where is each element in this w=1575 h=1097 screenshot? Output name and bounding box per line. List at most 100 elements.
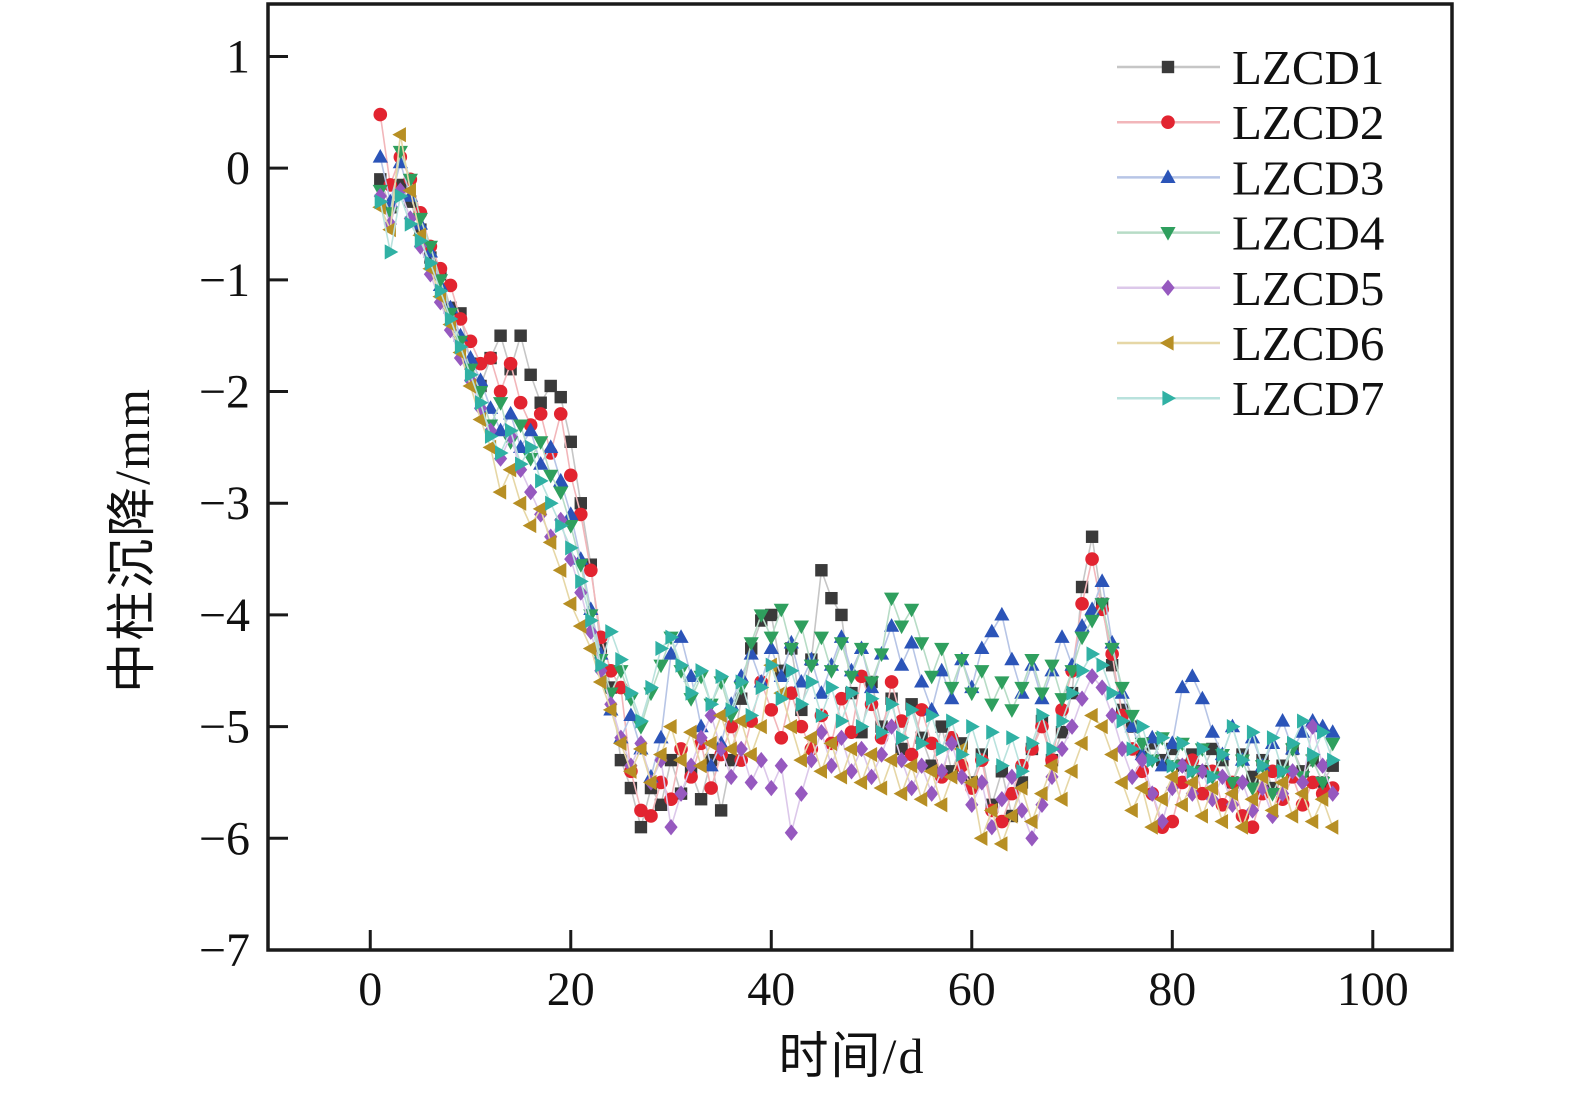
data-point-LZCD5 (945, 735, 959, 752)
x-tick-label: 100 (1337, 963, 1409, 1016)
data-point-LZCD6 (532, 501, 547, 517)
data-point-LZCD5 (744, 774, 758, 791)
data-point-LZCD6 (1124, 802, 1138, 818)
data-point-LZCD6 (552, 562, 567, 578)
data-point-LZCD3 (523, 422, 539, 437)
data-point-LZCD6 (1114, 774, 1128, 791)
data-point-LZCD5 (564, 550, 578, 568)
data-point-LZCD2 (995, 814, 1009, 829)
data-point-LZCD6 (1164, 769, 1178, 785)
data-point-LZCD7 (404, 216, 419, 232)
data-point-LZCD7 (1156, 730, 1171, 746)
data-point-LZCD4 (472, 385, 489, 400)
data-point-LZCD7 (755, 679, 770, 696)
data-point-LZCD1 (634, 820, 648, 834)
data-point-LZCD6 (482, 439, 497, 456)
data-point-LZCD7 (815, 707, 830, 724)
data-point-LZCD7 (374, 194, 389, 210)
data-point-LZCD2 (724, 719, 738, 734)
data-point-LZCD3 (793, 673, 809, 688)
x-axis-title: 时间/d (778, 1028, 926, 1084)
data-point-LZCD3 (1094, 573, 1110, 588)
data-point-LZCD2 (794, 719, 809, 734)
data-point-LZCD2 (483, 351, 498, 365)
data-point-LZCD6 (663, 719, 677, 735)
data-point-LZCD6 (1003, 808, 1018, 824)
data-point-LZCD7 (655, 640, 669, 657)
data-point-LZCD3 (1204, 724, 1220, 738)
data-point-LZCD4 (833, 637, 850, 651)
data-point-LZCD6 (1033, 786, 1048, 802)
data-point-LZCD5 (905, 779, 919, 797)
data-point-LZCD7 (745, 707, 760, 724)
data-point-LZCD3 (984, 623, 1000, 638)
data-point-LZCD5 (824, 757, 839, 774)
data-point-LZCD4 (573, 559, 589, 573)
data-point-LZCD6 (843, 741, 858, 757)
data-point-LZCD6 (683, 724, 697, 740)
data-point-LZCD7 (695, 663, 710, 679)
data-point-LZCD7 (665, 629, 680, 645)
data-point-LZCD6 (592, 674, 607, 690)
data-point-LZCD5 (1135, 751, 1149, 769)
data-point-LZCD5 (1285, 763, 1300, 780)
y-tick-label: −2 (199, 366, 250, 419)
data-point-LZCD3 (1164, 735, 1180, 749)
data-point-LZCD2 (1305, 775, 1320, 790)
data-point-LZCD4 (1024, 654, 1040, 668)
data-point-LZCD6 (723, 741, 737, 757)
data-point-LZCD1 (614, 753, 628, 767)
data-point-LZCD5 (664, 818, 678, 836)
data-point-LZCD7 (1216, 746, 1231, 763)
data-point-LZCD5 (794, 785, 808, 802)
data-point-LZCD2 (1165, 814, 1180, 829)
data-point-LZCD5 (975, 774, 989, 791)
data-point-LZCD7 (1266, 730, 1281, 746)
data-point-LZCD1 (714, 804, 728, 817)
data-point-LZCD7 (444, 311, 459, 327)
data-point-LZCD2 (884, 675, 899, 689)
data-point-LZCD4 (1064, 665, 1080, 679)
data-point-LZCD6 (703, 735, 717, 751)
legend-marker-LZCD3 (1160, 169, 1176, 183)
data-point-LZCD7 (926, 707, 940, 724)
data-point-LZCD7 (725, 702, 740, 718)
data-point-LZCD4 (533, 436, 549, 450)
data-point-LZCD6 (783, 719, 797, 735)
data-point-LZCD7 (525, 439, 539, 456)
data-point-LZCD7 (1116, 713, 1131, 729)
data-point-LZCD7 (996, 758, 1010, 774)
data-point-LZCD6 (502, 462, 517, 478)
data-point-LZCD6 (1304, 813, 1319, 830)
data-point-LZCD6 (562, 596, 577, 612)
data-point-LZCD5 (433, 294, 448, 311)
data-point-LZCD2 (914, 703, 929, 717)
data-point-LZCD7 (845, 685, 860, 701)
legend-marker-LZCD4 (1160, 227, 1176, 241)
data-point-LZCD4 (392, 145, 408, 160)
data-point-LZCD7 (785, 663, 800, 679)
data-point-LZCD4 (783, 642, 799, 657)
data-point-LZCD6 (823, 735, 838, 751)
data-point-LZCD4 (553, 486, 569, 501)
x-tick-label: 60 (948, 963, 996, 1016)
data-point-LZCD6 (612, 735, 627, 751)
data-point-LZCD6 (903, 758, 918, 774)
data-point-LZCD4 (563, 519, 579, 534)
data-point-LZCD6 (582, 640, 597, 657)
data-point-LZCD5 (1025, 830, 1039, 847)
data-point-LZCD1 (724, 753, 738, 767)
data-point-LZCD7 (1256, 758, 1271, 774)
data-point-LZCD3 (914, 673, 930, 688)
data-point-LZCD3 (1325, 724, 1341, 738)
data-point-LZCD3 (894, 657, 910, 671)
data-point-LZCD5 (493, 450, 508, 467)
y-tick-label: −1 (199, 254, 250, 307)
data-point-LZCD3 (974, 640, 990, 655)
data-point-LZCD1 (544, 379, 557, 393)
data-point-LZCD2 (584, 563, 598, 578)
data-point-LZCD7 (635, 713, 649, 729)
data-point-LZCD6 (983, 802, 998, 818)
data-point-LZCD6 (753, 719, 767, 735)
data-point-LZCD5 (1235, 774, 1250, 791)
